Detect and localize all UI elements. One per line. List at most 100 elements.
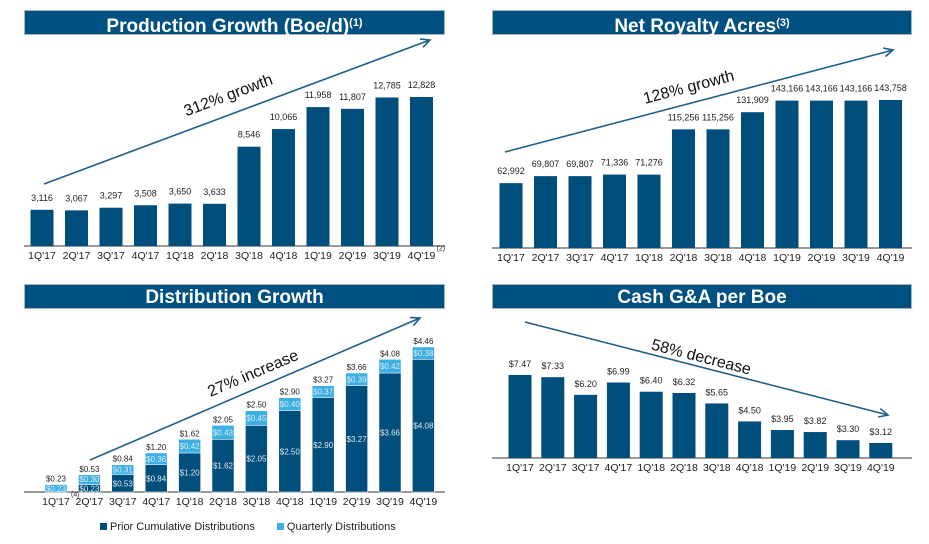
x-tick-label: 3Q'18: [704, 252, 732, 264]
bar: [879, 100, 902, 248]
bar-segment-quarterly: [144, 452, 168, 465]
x-tick-label: 2Q'17: [76, 496, 104, 508]
bar: [375, 97, 399, 246]
bar: [672, 129, 695, 248]
x-tick-label: 3Q'18: [243, 496, 271, 508]
x-tick-label: 2Q'19: [808, 252, 836, 264]
x-tick-label: 1Q'17: [506, 462, 534, 474]
x-tick-label: 3Q'18: [703, 462, 731, 474]
total-label: $0.84: [113, 455, 134, 464]
data-label: 3,633: [203, 187, 226, 197]
segment-label: $0.45: [246, 414, 267, 423]
x-tick-label: 2Q'17: [539, 462, 567, 474]
total-label: $0.53: [79, 465, 100, 474]
x-tick-label: 1Q'17: [42, 496, 70, 508]
x-tick-label: 1Q'19: [773, 252, 801, 264]
bar: [134, 205, 157, 246]
bar-segment-quarterly: [245, 410, 268, 426]
data-label: $7.33: [542, 361, 565, 371]
x-tick-label: 2Q'18: [670, 462, 698, 474]
bar-segment-quarterly: [111, 464, 135, 476]
segment-label: $0.40: [280, 400, 301, 409]
title-text: Production Growth (Boe/d): [106, 16, 350, 37]
total-label: $2.50: [246, 401, 267, 410]
tick-footnote: (4): [71, 492, 80, 499]
bar-segment-quarterly: [211, 425, 235, 440]
data-label: $3.82: [804, 416, 827, 426]
distribution-title: Distribution Growth: [24, 284, 445, 309]
data-label: $6.20: [574, 379, 597, 389]
segment-label: $0.39: [347, 375, 368, 384]
x-tick-label: 1Q'18: [637, 462, 665, 474]
x-tick-label: 4Q'18: [736, 462, 764, 474]
segment-label: $0.36: [146, 455, 167, 464]
bar: [705, 403, 729, 458]
trend-arrow: [524, 321, 889, 416]
x-tick-label: 1Q'19: [309, 496, 337, 508]
segment-label: $4.08: [413, 422, 434, 431]
data-label: 12,828: [408, 80, 436, 90]
x-tick-label: 1Q'19: [304, 250, 332, 262]
bar: [574, 394, 598, 458]
x-tick-label: 4Q'17: [605, 462, 633, 474]
total-label: $0.23: [46, 475, 67, 484]
x-tick-label: 3Q'17: [97, 250, 125, 262]
bar: [738, 421, 762, 458]
trend-arrow: [43, 39, 431, 185]
x-tick-label: 3Q'19: [834, 462, 862, 474]
total-label: $2.90: [280, 388, 301, 397]
x-tick-label: 4Q'19: [410, 496, 438, 508]
bar-segment-quarterly: [278, 397, 302, 411]
x-tick-label: 3Q'17: [109, 496, 137, 508]
data-label: 62,992: [497, 166, 525, 176]
bar: [168, 203, 192, 246]
bar-segment-quarterly: [311, 385, 335, 398]
segment-label: $0.84: [146, 474, 167, 483]
bar-segment-quarterly: [178, 439, 201, 454]
bar-segment-quarterly: [44, 484, 68, 493]
x-tick-label: 2Q'18: [670, 252, 698, 264]
bar: [30, 209, 54, 246]
data-label: $7.47: [509, 359, 532, 369]
arrow-head-icon: [409, 316, 422, 327]
x-tick-label: 3Q'19: [842, 252, 870, 264]
bar: [568, 176, 592, 248]
title-text: Net Royalty Acres: [614, 16, 777, 37]
x-tick-label: 4Q'19: [877, 252, 905, 264]
data-label: 8,546: [238, 130, 261, 140]
data-label: $6.32: [673, 377, 696, 387]
segment-label: $0.23: [46, 484, 67, 493]
segment-label: $0.42: [180, 442, 201, 451]
bar-segment-quarterly: [78, 474, 101, 485]
data-label: 11,807: [339, 92, 366, 102]
data-label: 143,166: [771, 84, 804, 94]
x-tick-label: 2Q'17: [63, 250, 91, 262]
segment-label: $0.38: [413, 349, 434, 358]
segment-label: $0.31: [113, 466, 134, 475]
trend-arrow: [89, 317, 421, 461]
segment-label: $0.30: [79, 475, 100, 484]
bar: [844, 100, 868, 248]
data-label: $3.95: [771, 414, 794, 424]
bar: [508, 375, 532, 458]
bar: [203, 203, 226, 246]
x-tick-label: 2Q'17: [532, 252, 560, 264]
x-tick-label: 4Q'19: [408, 250, 436, 262]
production-title: Production Growth (Boe/d)(1): [24, 10, 445, 37]
data-label: $5.65: [706, 387, 729, 397]
legend-item-quarterly: Quarterly Distributions: [276, 521, 396, 533]
total-label: $4.46: [413, 337, 434, 346]
total-label: $2.05: [213, 415, 234, 424]
data-label: $3.12: [870, 427, 893, 437]
x-tick-label: 3Q'19: [373, 250, 401, 262]
x-tick-label: 4Q'19: [867, 462, 895, 474]
data-label: 143,166: [840, 84, 873, 94]
x-tick-label: 2Q'19: [339, 250, 367, 262]
bar: [65, 210, 88, 246]
title-text: Cash G&A per Boe: [617, 287, 787, 308]
data-label: 11,958: [305, 90, 332, 100]
legend-item-prior: Prior Cumulative Distributions: [100, 521, 255, 533]
royalty-title: Net Royalty Acres(3): [492, 10, 912, 37]
total-label: $3.66: [347, 363, 368, 372]
